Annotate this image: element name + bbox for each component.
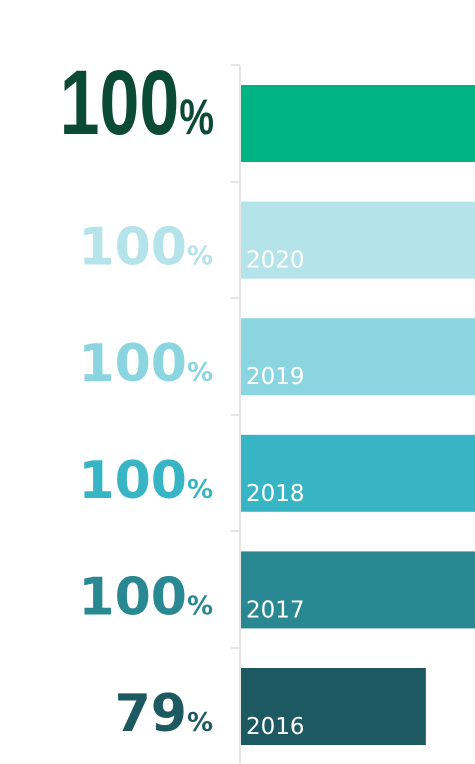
value-label: 100% — [78, 451, 213, 511]
category-label: 2017 — [246, 597, 305, 623]
value-label: 100% — [78, 334, 213, 394]
category-label: 2018 — [246, 481, 305, 507]
bar — [241, 551, 475, 629]
value-label: 100% — [78, 218, 213, 278]
bar — [241, 434, 475, 512]
axis — [231, 64, 241, 764]
category-label: 2020 — [246, 248, 305, 274]
bar — [241, 318, 475, 396]
value-label: 100% — [78, 567, 213, 627]
value-label: 79% — [115, 684, 213, 744]
bar — [241, 201, 475, 279]
bar — [241, 85, 475, 162]
category-label: 2019 — [246, 364, 305, 390]
bar — [241, 668, 426, 745]
value-label: 100% — [60, 51, 214, 154]
category-label: 2016 — [246, 714, 305, 740]
